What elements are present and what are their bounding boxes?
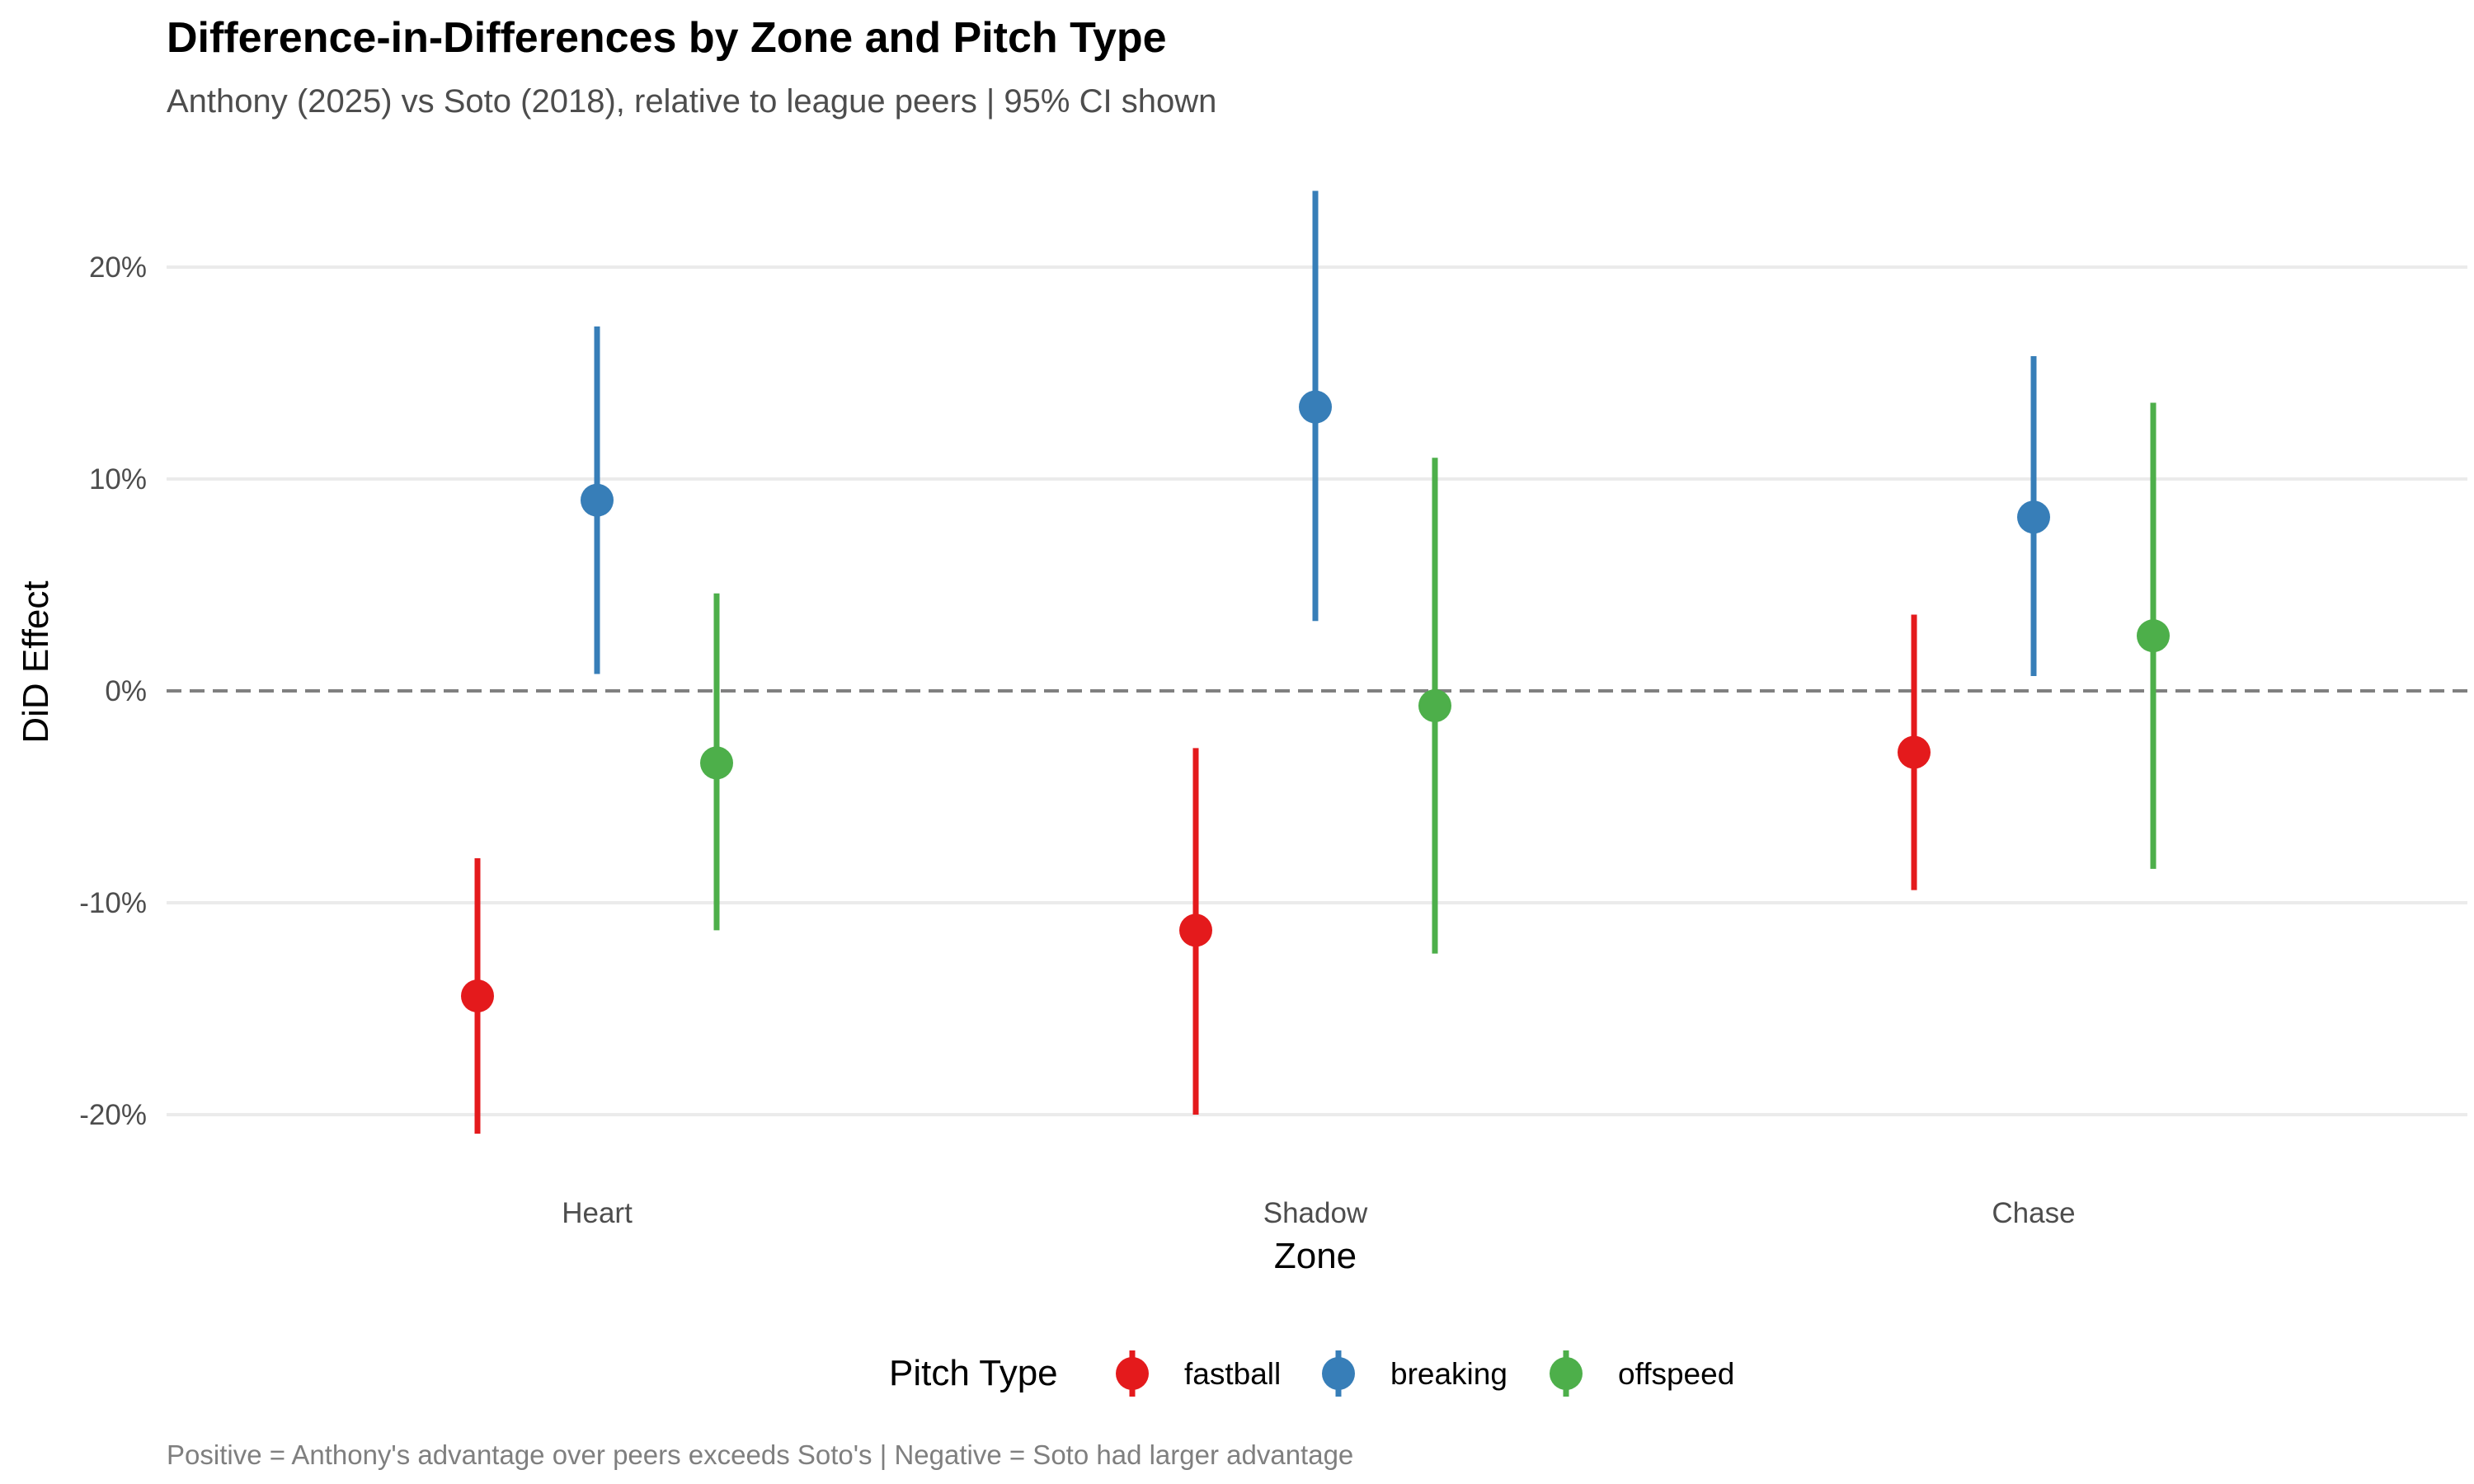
y-axis-title: DiD Effect	[16, 580, 56, 743]
legend-label-offspeed: offspeed	[1618, 1357, 1734, 1391]
y-tick-label: -20%	[79, 1099, 147, 1131]
chart-subtitle: Anthony (2025) vs Soto (2018), relative …	[167, 83, 1216, 120]
x-tick-label: Chase	[1992, 1197, 2075, 1229]
chart-caption: Positive = Anthony's advantage over peer…	[167, 1439, 1353, 1470]
legend-title: Pitch Type	[889, 1353, 1058, 1393]
legend: Pitch Type fastball breaking offspeed	[889, 1350, 1734, 1397]
data-marks	[461, 190, 2170, 1134]
point-offspeed	[2137, 619, 2170, 653]
point-offspeed	[700, 746, 733, 780]
point-breaking	[1299, 390, 1332, 424]
y-tick-label: -10%	[79, 887, 147, 919]
y-tick-label: 0%	[105, 675, 147, 707]
point-fastball	[1898, 735, 1931, 769]
legend-label-fastball: fastball	[1184, 1357, 1281, 1391]
point-fastball	[1179, 913, 1212, 947]
point-breaking	[581, 483, 614, 517]
x-tick-label: Heart	[562, 1197, 633, 1229]
x-axis-title: Zone	[1274, 1236, 1357, 1276]
point-offspeed	[1418, 688, 1451, 722]
x-tick-label: Shadow	[1263, 1197, 1368, 1229]
legend-key-point-breaking	[1322, 1357, 1355, 1390]
legend-label-breaking: breaking	[1390, 1357, 1507, 1391]
legend-key-point-offspeed	[1550, 1357, 1583, 1390]
y-tick-label: 20%	[89, 251, 147, 284]
y-axis-tick-labels: -20% -10% 0% 10% 20%	[79, 251, 147, 1131]
y-tick-label: 10%	[89, 463, 147, 495]
point-breaking	[2017, 500, 2050, 534]
legend-key-point-fastball	[1116, 1357, 1149, 1390]
point-fastball	[461, 979, 494, 1013]
chart-title: Difference-in-Differences by Zone and Pi…	[167, 14, 1167, 62]
x-axis-tick-labels: Heart Shadow Chase	[562, 1197, 2075, 1229]
legend-items: fastball breaking offspeed	[1116, 1350, 1734, 1397]
